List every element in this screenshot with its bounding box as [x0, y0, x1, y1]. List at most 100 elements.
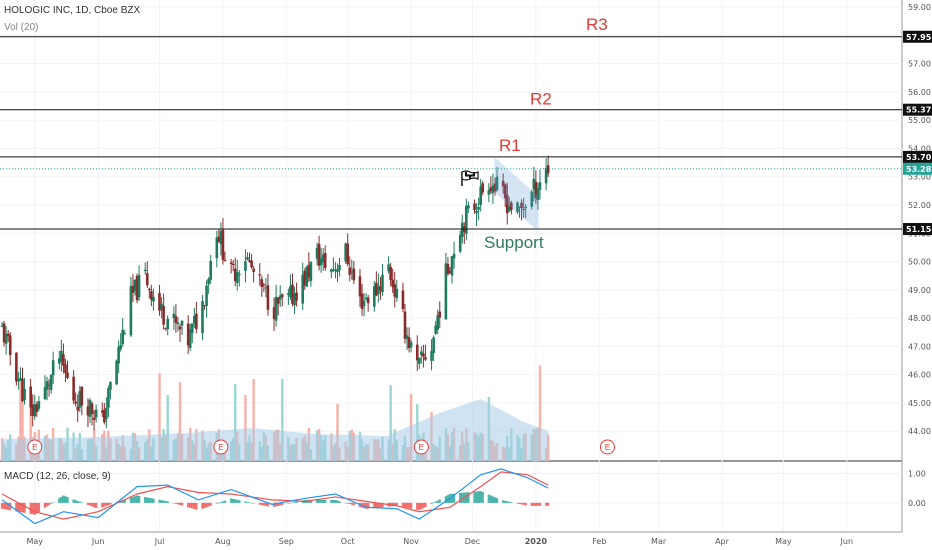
candle: [534, 170, 538, 204]
candle-body: [17, 379, 20, 382]
candle: [276, 296, 280, 316]
macd-histogram-bar: [219, 502, 223, 503]
macd-histogram-bar: [489, 495, 493, 503]
symbol-legend[interactable]: HOLOGIC INC, 1D, Cboe BZX: [4, 5, 141, 16]
candle: [395, 279, 399, 302]
candle-body: [458, 234, 462, 252]
macd-histogram-bar: [508, 501, 511, 503]
time-tick-label: Oct: [341, 537, 355, 546]
macd-histogram-bar: [444, 496, 448, 503]
candle-body: [221, 230, 225, 260]
candle-body: [176, 322, 180, 325]
candle: [424, 344, 427, 362]
volume-ma-area: [2, 399, 549, 461]
candle-body: [278, 295, 282, 300]
macd-histogram-bar: [66, 497, 69, 503]
candle: [420, 346, 423, 364]
macd-histogram-bar: [248, 502, 251, 503]
candle: [303, 268, 307, 290]
candle-body: [15, 352, 18, 382]
candle: [21, 367, 24, 403]
candle-body: [375, 282, 378, 296]
macd-histogram-bar: [520, 502, 523, 505]
volume-bar: [244, 395, 247, 461]
macd-histogram-bar: [223, 500, 227, 503]
macd-histogram-bar: [90, 502, 94, 507]
candle-body: [117, 347, 120, 364]
candle-body: [295, 292, 298, 301]
macd-histogram-bar: [295, 501, 298, 503]
candle: [465, 198, 468, 241]
macd-histogram-bar: [475, 491, 478, 503]
candle: [295, 282, 298, 307]
macd-histogram-bar: [344, 502, 347, 504]
candle: [301, 262, 305, 311]
candle-body: [332, 269, 335, 271]
macd-histogram-bar: [395, 502, 398, 506]
candle-body: [409, 342, 413, 347]
macd-histogram-bar: [88, 502, 92, 506]
candle: [131, 274, 135, 302]
candle: [178, 324, 182, 342]
candle: [250, 254, 253, 269]
macd-histogram-bar: [516, 502, 519, 504]
macd-histogram-bar: [23, 502, 26, 513]
candle-body: [407, 337, 411, 349]
candle: [37, 395, 41, 412]
macd-histogram-bar: [62, 495, 65, 503]
candle-body: [217, 236, 221, 243]
macd-legend[interactable]: MACD (12, 26, close, 9): [4, 471, 111, 482]
candle: [346, 233, 350, 267]
macd-histogram-bar: [64, 496, 67, 503]
candle-body: [348, 267, 352, 275]
candle-body: [103, 409, 106, 423]
candle: [377, 273, 380, 303]
macd-histogram-bar: [58, 498, 61, 503]
candle-body: [148, 288, 151, 291]
price-tick-label: 52.00: [908, 201, 931, 210]
volume-bar: [29, 397, 32, 461]
candle: [350, 259, 354, 280]
macd-histogram-bar: [129, 497, 133, 503]
candle-body: [137, 274, 141, 298]
macd-histogram-bar: [430, 502, 433, 504]
candle-body: [66, 372, 69, 378]
macd-histogram-bar: [279, 502, 282, 506]
macd-histogram-bar: [205, 502, 208, 508]
volume-legend[interactable]: Vol (20): [4, 22, 39, 33]
candle: [209, 254, 212, 284]
candle: [186, 315, 190, 354]
macd-histogram-bar: [244, 501, 247, 503]
candle: [121, 317, 125, 347]
candle: [487, 183, 491, 203]
candle-body: [491, 185, 495, 193]
candle-body: [260, 279, 264, 288]
macd-histogram-bar: [203, 502, 206, 509]
candle-body: [503, 184, 507, 199]
candle-body: [366, 297, 370, 304]
candle: [372, 280, 376, 312]
candlesticks: [0, 155, 550, 431]
candle-body: [121, 329, 125, 345]
macd-histogram-bar: [467, 492, 470, 503]
macd-histogram-bar: [491, 496, 495, 503]
candle-body: [88, 400, 92, 417]
candle-body: [152, 296, 155, 302]
candle-body: [2, 323, 6, 343]
candle-body: [401, 290, 405, 310]
candle-body: [188, 328, 192, 349]
candle-body: [6, 333, 10, 337]
candle: [348, 256, 352, 282]
volume-bar: [389, 385, 392, 461]
macd-histogram-bar: [152, 498, 155, 503]
level-price-label: 53.70: [906, 153, 932, 162]
macd-histogram-bar: [174, 502, 178, 504]
level-price-label: 57.95: [906, 33, 932, 42]
macd-histogram-bar: [45, 502, 49, 507]
candle-body: [546, 165, 550, 174]
macd-histogram-bar: [534, 502, 538, 506]
macd-histogram-bar: [131, 496, 135, 503]
macd-histogram-bar: [510, 502, 513, 503]
candle-body: [8, 335, 12, 356]
